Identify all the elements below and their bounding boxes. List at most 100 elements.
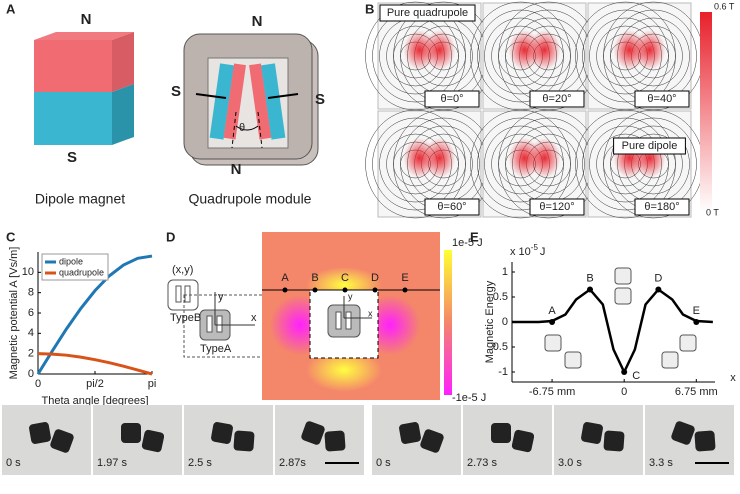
- y-tick-label: -1: [498, 366, 508, 378]
- point-label: D: [371, 272, 379, 284]
- pole-label: S: [171, 83, 181, 100]
- point: [655, 286, 662, 293]
- line: [36, 254, 153, 375]
- multiplier-exponent: -5: [531, 243, 539, 252]
- field-blob: [633, 30, 666, 70]
- inset-icon: [661, 351, 679, 369]
- point-label: B: [586, 272, 593, 284]
- field-map: θ=20°: [470, 1, 599, 111]
- magnet: [121, 423, 141, 443]
- point-label: A: [281, 272, 289, 284]
- point: [549, 319, 556, 325]
- field-line: [477, 117, 564, 211]
- inset-icon: [614, 267, 632, 285]
- time-label: 2.87s: [279, 457, 306, 469]
- field-blob: [528, 30, 561, 70]
- colorbar-label: -1e-5 J: [452, 392, 486, 404]
- colorbar-label: 0 T: [706, 207, 719, 217]
- coord-label: (x,y): [172, 264, 193, 276]
- legend-label: dipole: [59, 256, 83, 266]
- line: [512, 287, 713, 375]
- point: [402, 287, 408, 293]
- field-maps: θ=0° Pure quadrupole θ=20° θ=40° θ=60° θ=120°…: [365, 1, 704, 219]
- map-tag: Pure dipole: [622, 140, 678, 152]
- axis-label: y: [348, 291, 353, 301]
- multiplier-base: x 10: [510, 246, 531, 258]
- point: [312, 287, 318, 293]
- field-line: [470, 109, 571, 219]
- point-label: C: [632, 370, 640, 382]
- map-label: θ=120°: [539, 201, 574, 213]
- x-axis-label: x: [730, 372, 736, 384]
- multiplier-unit: J: [540, 246, 546, 258]
- point: [586, 286, 593, 293]
- panel-label: A: [6, 1, 16, 16]
- y-tick-label: 10: [22, 266, 34, 278]
- field-line: [477, 9, 564, 103]
- tag-box: [379, 4, 476, 22]
- field-map: θ=120°: [470, 109, 599, 219]
- point-label: D: [654, 272, 662, 284]
- x-tick-label: pi: [148, 378, 157, 390]
- point-label: B: [311, 272, 318, 284]
- panel-label: B: [365, 1, 374, 16]
- magnet: [301, 421, 325, 445]
- magnet: [603, 430, 625, 452]
- line: [37, 352, 153, 376]
- point-label: C: [341, 272, 349, 284]
- field-blob: [528, 138, 561, 178]
- y-tick-label: -0.5: [489, 341, 508, 353]
- label-box: [529, 198, 585, 216]
- label-box: [634, 198, 690, 216]
- magnet: [233, 430, 255, 452]
- quadrupole-module: [183, 33, 319, 166]
- pole-label: S: [67, 149, 77, 166]
- magnet: [324, 430, 346, 452]
- magnet: [211, 422, 233, 444]
- y-axis-label: Magnetic Energy: [484, 280, 496, 363]
- field-line: [582, 117, 669, 211]
- point-label: E: [401, 272, 408, 284]
- chart-e: E -1 -0.5 0 0.5 1 -6.75 mm 0 6.75 mm x Magnetic En…: [470, 229, 736, 397]
- label-box: [634, 90, 690, 108]
- type-label: TypeA: [200, 343, 232, 355]
- type-diagram: [167, 279, 267, 358]
- magnet: [694, 430, 716, 452]
- time-label: 2.73 s: [467, 457, 497, 469]
- photo-frames: 0 s 1.97 s 2.5 s 2.87s 0 s 2.73 s 3.0 s 3.3 s: [2, 405, 734, 475]
- field-map: θ=40°: [575, 1, 704, 111]
- energy-map: [262, 232, 440, 400]
- field-line: [582, 9, 669, 103]
- colorbar-label: 1e-5 J: [452, 237, 483, 249]
- magnet: [420, 429, 444, 453]
- point-label: A: [548, 305, 556, 317]
- axis-label: y: [218, 291, 224, 303]
- field-map: θ=0° Pure quadrupole: [365, 1, 494, 111]
- point: [693, 319, 700, 325]
- panel-label: D: [166, 229, 175, 244]
- axis-label: x: [368, 308, 373, 318]
- magnet: [671, 421, 695, 445]
- time-label: 0 s: [6, 457, 21, 469]
- angle-label: θ: [239, 122, 245, 134]
- point: [621, 369, 628, 375]
- magnet: [141, 429, 165, 453]
- caption: Dipole magnet: [35, 191, 125, 207]
- colorbar-label: 0.6 T: [714, 1, 735, 11]
- field-line: [365, 109, 466, 219]
- map-tag: Pure quadrupole: [387, 7, 468, 19]
- y-tick-label: 0: [28, 368, 34, 380]
- x-tick-label: 0: [621, 386, 627, 398]
- tag-box: [613, 137, 686, 155]
- time-label: 2.5 s: [188, 457, 212, 469]
- field-blob: [423, 138, 456, 178]
- panel-label: E: [470, 229, 479, 244]
- panel-label: C: [6, 229, 16, 244]
- field-blob: [423, 30, 456, 70]
- time-label: 3.3 s: [649, 457, 673, 469]
- pole-label: N: [81, 11, 92, 28]
- x-tick-label: 0: [35, 378, 41, 390]
- map-label: θ=180°: [644, 201, 679, 213]
